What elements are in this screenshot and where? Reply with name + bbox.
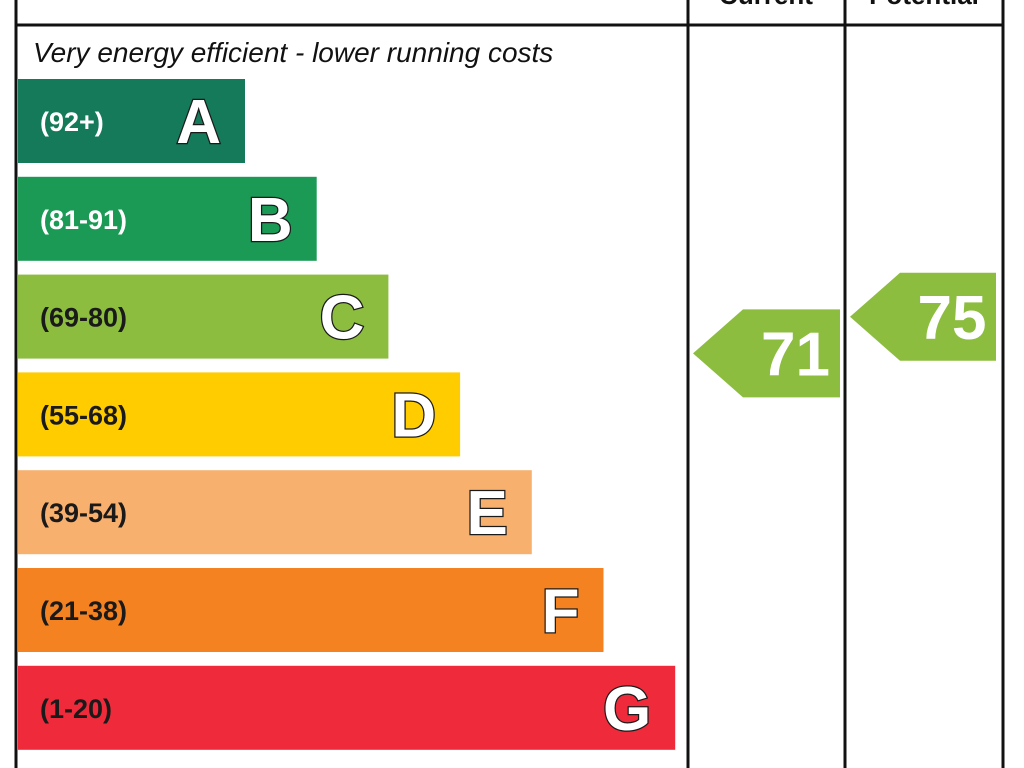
column-header-potential: Potential [869, 0, 979, 10]
band-letter-e: E [466, 479, 507, 548]
band-letter-a: A [176, 88, 221, 157]
band-a: (92+) A [18, 79, 245, 163]
rating-arrow-current: 71 [693, 309, 840, 398]
band-bar-b [18, 176, 317, 261]
band-bar-d [18, 372, 461, 457]
band-range-e: (39-54) [40, 498, 127, 528]
band-bar-e [18, 470, 532, 555]
band-bar-a [18, 79, 245, 163]
band-bar-c [18, 274, 389, 359]
rating-value-current: 71 [761, 320, 830, 389]
band-letter-b: B [248, 186, 293, 255]
rating-arrow-potential: 75 [850, 272, 996, 361]
band-e: (39-54) E [18, 470, 532, 555]
band-letter-c: C [320, 284, 365, 353]
band-range-c: (69-80) [40, 303, 127, 333]
band-range-b: (81-91) [40, 205, 127, 235]
rating-bands: (92+) A (81-91) B (69-80) C (55-68) D (39-54) E (2… [18, 79, 676, 750]
rating-arrow-shape-potential [850, 272, 996, 361]
band-c: (69-80) C [18, 274, 389, 359]
rating-arrow-shape-current [693, 309, 840, 398]
band-f: (21-38) F [18, 568, 604, 652]
band-letter-f: F [542, 577, 580, 646]
band-letter-g: G [603, 675, 651, 744]
band-bar-g [18, 665, 676, 750]
rating-value-potential: 75 [918, 284, 987, 353]
band-range-g: (1-20) [40, 694, 112, 724]
band-bar-f [18, 568, 604, 652]
chart-frame [14, 0, 1005, 768]
column-header-current: Current [719, 0, 813, 10]
band-b: (81-91) B [18, 176, 317, 261]
chart-subtitle: Very energy efficient - lower running co… [33, 37, 553, 68]
band-range-d: (55-68) [40, 400, 127, 430]
band-d: (55-68) D [18, 372, 461, 457]
band-range-a: (92+) [40, 107, 104, 137]
rating-arrows: 71 75 [693, 272, 996, 398]
band-range-f: (21-38) [40, 596, 127, 626]
band-g: (1-20) G [18, 665, 676, 750]
band-letter-d: D [391, 381, 436, 450]
